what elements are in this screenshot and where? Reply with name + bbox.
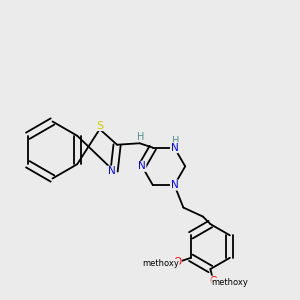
Text: H: H <box>172 136 179 146</box>
Text: N: N <box>108 166 116 176</box>
Text: methoxy: methoxy <box>142 259 179 268</box>
Text: O: O <box>173 257 181 267</box>
Text: N: N <box>138 161 146 171</box>
Text: N: N <box>170 142 178 153</box>
Text: O: O <box>209 276 217 286</box>
Text: methoxy: methoxy <box>212 278 249 287</box>
Text: S: S <box>96 121 103 130</box>
Text: H: H <box>137 132 145 142</box>
Text: N: N <box>170 180 178 190</box>
